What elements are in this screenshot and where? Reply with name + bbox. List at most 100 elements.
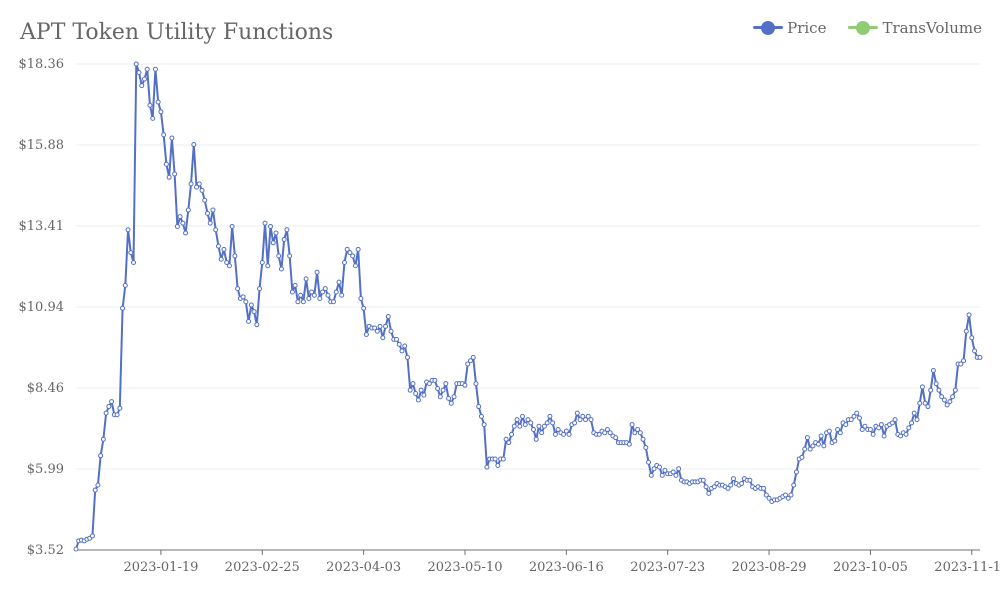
price-data-point: [268, 223, 273, 229]
y-tick-label: $18.36: [19, 57, 65, 72]
price-data-point: [862, 423, 868, 429]
price-data-point: [131, 259, 137, 265]
price-data-point: [150, 115, 156, 121]
price-data-point: [295, 299, 301, 305]
price-data-point: [484, 464, 490, 470]
price-data-point: [166, 174, 172, 180]
price-data-point: [506, 440, 512, 446]
price-data-point: [509, 431, 515, 437]
price-data-point: [585, 413, 591, 419]
price-data-point: [944, 402, 950, 408]
price-data-point: [640, 436, 646, 442]
price-data-point: [903, 431, 909, 437]
price-data-point: [835, 426, 841, 432]
price-data-point: [361, 305, 367, 311]
price-data-point: [336, 279, 342, 285]
price-data-point: [177, 214, 183, 220]
price-data-point: [120, 305, 126, 311]
price-data-point: [580, 413, 586, 419]
price-data-point: [802, 446, 808, 452]
price-data-point: [374, 328, 380, 334]
price-data-point: [215, 243, 221, 249]
price-data-point: [229, 223, 235, 229]
y-tick-label: $3.52: [27, 543, 64, 558]
price-data-point: [385, 314, 391, 319]
price-data-point: [933, 381, 939, 387]
price-data-point: [602, 430, 608, 436]
price-data-point: [520, 413, 526, 419]
price-data-point: [333, 289, 339, 295]
price-data-point: [180, 220, 186, 226]
price-data-point: [270, 240, 276, 246]
legend-price-swatch: [753, 21, 784, 35]
price-data-point: [185, 207, 191, 213]
price-data-point: [325, 292, 331, 298]
price-data-point: [626, 441, 632, 447]
price-data-point: [388, 328, 394, 334]
price-data-point: [972, 348, 978, 354]
price-data-point: [725, 485, 731, 491]
price-data-point: [530, 426, 536, 432]
price-data-point: [495, 463, 501, 469]
price-data-point: [432, 377, 438, 383]
price-data-point: [213, 227, 219, 233]
price-data-point: [977, 354, 983, 360]
price-data-point: [810, 443, 816, 449]
price-data-point: [421, 392, 427, 398]
price-data-point: [410, 381, 416, 387]
price-data-point: [331, 299, 336, 305]
price-data-point: [670, 469, 676, 475]
price-data-point: [415, 397, 421, 403]
price-data-point: [566, 431, 572, 437]
price-data-point: [892, 417, 898, 423]
price-data-point: [911, 410, 917, 416]
price-data-point: [572, 420, 578, 426]
price-data-point: [555, 426, 561, 432]
price-data-point: [761, 485, 767, 491]
price-data-point: [476, 404, 482, 410]
legend-item-transvolume[interactable]: TransVolume: [848, 19, 982, 37]
price-data-point: [418, 387, 424, 393]
price-data-point: [588, 417, 594, 423]
y-tick-label: $8.46: [27, 381, 64, 396]
price-data-point: [278, 266, 284, 272]
chart-title: APT Token Utility Functions: [20, 20, 334, 45]
price-data-point: [320, 289, 326, 295]
price-data-point: [248, 302, 254, 308]
price-data-point: [607, 430, 613, 436]
price-data-point: [867, 426, 873, 432]
price-data-point: [643, 444, 649, 450]
price-data-point: [950, 394, 956, 400]
price-data-point: [372, 325, 378, 331]
price-data-point: [963, 328, 969, 334]
price-data-point: [785, 495, 791, 501]
price-data-point: [541, 423, 547, 429]
price-data-point: [128, 250, 134, 256]
price-data-point: [89, 533, 95, 539]
price-data-point: [481, 422, 487, 428]
price-data-point: [341, 259, 347, 265]
price-data-point: [399, 348, 405, 354]
price-data-point: [632, 430, 638, 436]
price-data-point: [969, 335, 975, 341]
legend-transvolume-label: TransVolume: [882, 19, 982, 37]
price-data-point: [925, 404, 931, 410]
price-data-point: [793, 469, 799, 475]
price-data-point: [141, 76, 147, 82]
legend-item-price[interactable]: Price: [753, 19, 826, 37]
price-data-point: [73, 546, 79, 552]
price-data-point: [856, 415, 862, 421]
price-data-point: [909, 420, 915, 426]
price-data-point: [281, 237, 287, 243]
price-data-point: [161, 132, 167, 138]
price-data-point: [133, 61, 139, 67]
price-data-point: [881, 433, 887, 439]
price-data-point: [514, 417, 520, 423]
price-data-point: [966, 312, 972, 318]
price-data-point: [347, 250, 353, 256]
price-data-point: [561, 431, 567, 437]
price-data-point: [914, 417, 920, 423]
price-data-point: [122, 282, 128, 288]
price-data-point: [848, 417, 854, 423]
